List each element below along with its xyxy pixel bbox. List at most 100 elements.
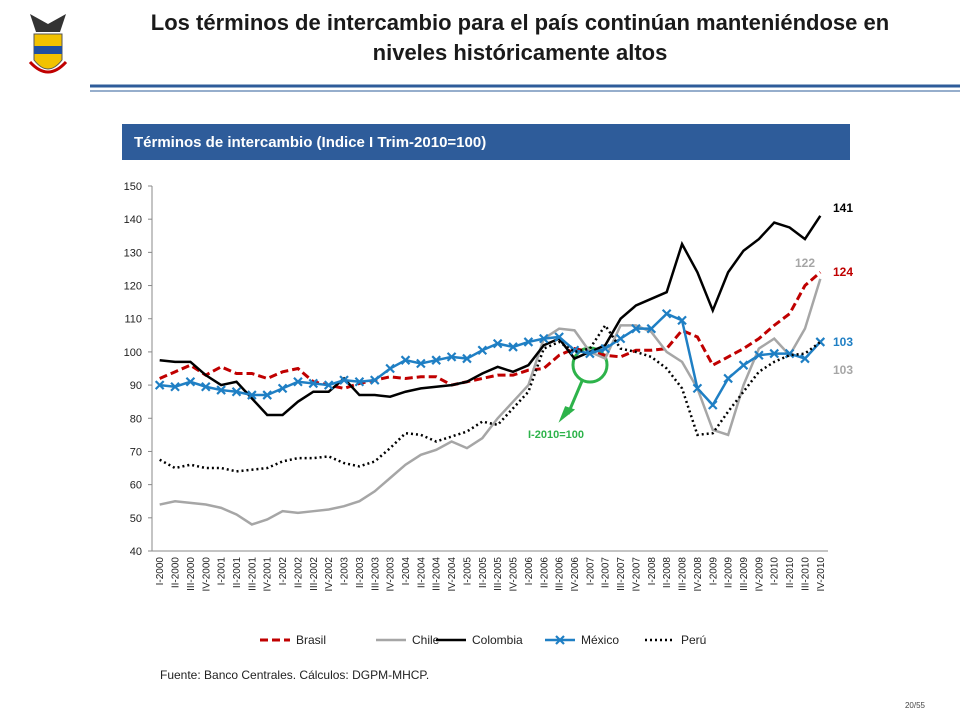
x-tick-label: III-2005 [493, 557, 504, 591]
x-tick-label: IV-2008 [693, 557, 704, 592]
x-tick-label: IV-2001 [263, 557, 274, 592]
marker [262, 390, 273, 400]
legend-marker [555, 635, 565, 645]
series-line [159, 215, 822, 417]
marker [231, 386, 242, 397]
y-tick-label: 50 [130, 513, 142, 525]
marker [277, 383, 288, 394]
x-tick-label: III-2004 [432, 557, 443, 591]
x-tick-label: III-2000 [186, 557, 197, 591]
marker [538, 333, 549, 344]
x-tick-label: II-2005 [478, 557, 489, 589]
marker [416, 358, 426, 369]
source: Fuente: Banco Centrales. Cálculos: DGPM-… [160, 668, 429, 682]
x-tick-label: IV-2009 [754, 557, 765, 592]
marker [477, 345, 488, 356]
x-tick-label: II-2007 [601, 557, 612, 589]
x-tick-label: I-2004 [401, 557, 412, 586]
marker [723, 373, 733, 384]
x-tick-label: IV-2004 [447, 557, 458, 592]
marker [170, 381, 180, 392]
x-tick-label: II-2008 [662, 557, 673, 589]
marker [569, 345, 580, 356]
x-tick-label: IV-2010 [816, 557, 827, 592]
marker [600, 343, 611, 354]
x-tick-label: I-2000 [155, 557, 166, 586]
marker [446, 352, 457, 362]
legend-label: México [581, 633, 619, 647]
x-tick-label: IV-2003 [386, 557, 397, 592]
chart-title: Términos de intercambio (Indice I Trim-2… [134, 134, 486, 151]
marker [400, 355, 411, 365]
marker [323, 380, 334, 390]
marker [769, 348, 780, 359]
x-tick-label: III-2002 [309, 557, 320, 591]
marker [754, 350, 764, 361]
end-label: 103 [833, 363, 853, 377]
y-tick-label: 140 [124, 214, 142, 226]
x-tick-label: IV-2005 [509, 557, 520, 592]
series-line [159, 323, 822, 473]
marker [738, 360, 749, 370]
marker [293, 376, 303, 387]
y-tick-label: 80 [130, 413, 142, 425]
marker [661, 308, 672, 319]
x-tick-label: III-2006 [555, 557, 566, 591]
x-tick-label: I-2006 [524, 557, 535, 586]
marker [692, 383, 703, 394]
x-tick-label: II-2009 [724, 557, 735, 589]
x-tick-label: I-2009 [708, 557, 719, 586]
marker [369, 375, 380, 385]
x-tick-label: III-2010 [800, 557, 811, 591]
marker [385, 363, 395, 374]
x-tick-label: III-2003 [370, 557, 381, 591]
marker [462, 353, 472, 364]
x-tick-label: I-2003 [340, 557, 351, 586]
marker [492, 338, 503, 349]
legend-label: Brasil [296, 633, 326, 647]
marker [815, 337, 826, 347]
marker [585, 348, 595, 359]
series-line [159, 278, 822, 526]
x-tick-label: I-2005 [462, 557, 473, 586]
marker [677, 315, 687, 326]
marker [185, 376, 196, 387]
y-tick-label: 70 [130, 446, 142, 458]
series-line [159, 271, 822, 390]
x-tick-label: I-2007 [585, 557, 596, 586]
legend-label: Colombia [472, 633, 523, 647]
legend-label: Chile [412, 633, 440, 647]
x-tick-label: IV-2000 [201, 557, 212, 592]
y-tick-label: 90 [130, 380, 142, 392]
chart-header [122, 124, 850, 160]
marker [554, 332, 564, 342]
y-tick-label: 110 [124, 314, 142, 326]
marker [247, 390, 257, 400]
x-tick-label: I-2010 [770, 557, 781, 586]
marker [354, 376, 365, 387]
x-tick-label: IV-2007 [631, 557, 642, 592]
y-tick-label: 40 [130, 546, 142, 558]
x-tick-label: II-2004 [416, 557, 427, 589]
marker [800, 353, 810, 364]
annotation-text: I-2010=100 [528, 429, 584, 441]
x-tick-label: II-2001 [232, 557, 243, 589]
end-label: 103 [833, 335, 853, 349]
title-line: niveles históricamente altos [373, 40, 668, 65]
end-label: 124 [833, 265, 853, 279]
marker [216, 385, 226, 395]
legend-label: Perú [681, 633, 706, 647]
marker [431, 355, 442, 365]
title-line: Los términos de intercambio para el país… [151, 10, 889, 35]
marker [523, 337, 534, 347]
marker [200, 381, 211, 392]
marker [339, 375, 349, 385]
marker [308, 378, 319, 389]
x-tick-label: II-2010 [785, 557, 796, 589]
y-tick-label: 150 [124, 181, 142, 193]
marker [646, 323, 657, 334]
x-tick-label: IV-2002 [324, 557, 335, 592]
x-tick-label: III-2001 [247, 557, 258, 591]
